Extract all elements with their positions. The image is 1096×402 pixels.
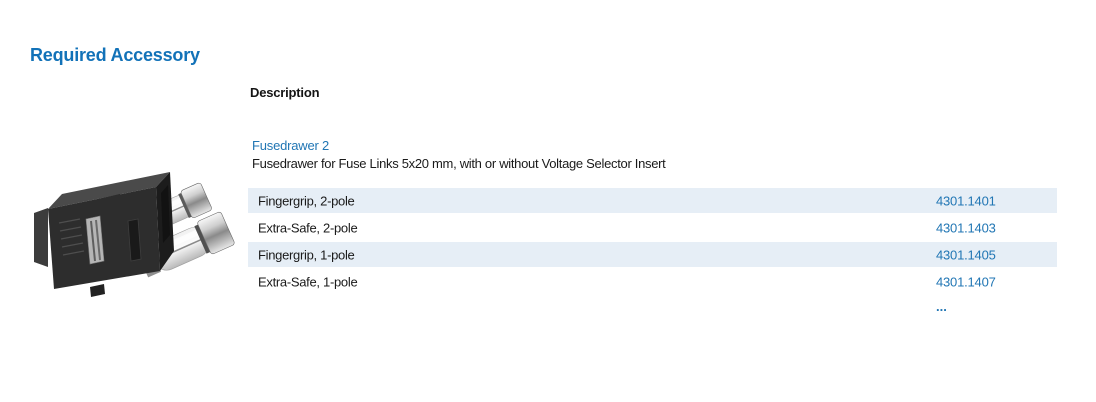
fusedrawer-housing — [34, 172, 174, 297]
product-subtitle: Fusedrawer for Fuse Links 5x20 mm, with … — [252, 156, 666, 171]
product-name-link[interactable]: Fusedrawer 2 — [252, 138, 330, 153]
part-number-link[interactable]: 4301.1405 — [936, 247, 996, 262]
table-row: Extra-Safe, 2-pole 4301.1403 — [248, 215, 1057, 240]
description-column-header: Description — [250, 85, 320, 100]
table-row: Extra-Safe, 1-pole 4301.1407 — [248, 269, 1057, 294]
section-title: Required Accessory — [30, 45, 200, 65]
parts-table: Fingergrip, 2-pole 4301.1401 Extra-Safe,… — [248, 188, 1057, 296]
part-number-link[interactable]: 4301.1403 — [936, 220, 996, 235]
variant-description: Fingergrip, 2-pole — [258, 193, 355, 208]
part-number-link[interactable]: 4301.1407 — [936, 274, 996, 289]
table-row: Fingergrip, 1-pole 4301.1405 — [248, 242, 1057, 267]
more-items-ellipsis[interactable]: ... — [936, 299, 947, 314]
variant-description: Extra-Safe, 1-pole — [258, 274, 358, 289]
fusedrawer-photo-illustration — [34, 172, 235, 297]
part-number-link[interactable]: 4301.1401 — [936, 193, 996, 208]
fusedrawer-product-photo — [28, 163, 243, 298]
variant-description: Fingergrip, 1-pole — [258, 247, 355, 262]
variant-description: Extra-Safe, 2-pole — [258, 220, 358, 235]
table-row: Fingergrip, 2-pole 4301.1401 — [248, 188, 1057, 213]
